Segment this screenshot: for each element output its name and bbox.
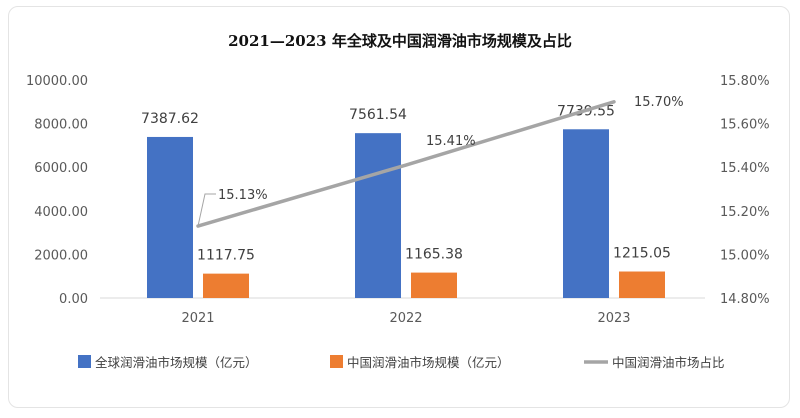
china-share-data-label: 15.13% [218, 188, 268, 203]
china-market-data-label: 1215.05 [613, 246, 671, 262]
right-axis-tick-label: 15.60% [720, 118, 770, 133]
global-market-data-label: 7561.54 [349, 107, 407, 123]
right-axis-tick-label: 15.20% [720, 205, 770, 220]
china-market-data-label: 1165.38 [405, 247, 463, 263]
china-share-leader-line [197, 193, 216, 227]
x-axis-category-label: 2021 [181, 311, 214, 326]
right-axis-tick-label: 14.80% [720, 292, 770, 307]
global-market-bar [563, 129, 609, 298]
x-axis-category-label: 2022 [389, 311, 422, 326]
left-axis-tick-label: 2000.00 [34, 248, 88, 263]
legend-label: 中国润滑油市场规模（亿元） [347, 355, 510, 370]
left-axis-tick-label: 6000.00 [34, 161, 88, 176]
china-market-bar [203, 273, 249, 298]
legend-swatch-global [78, 355, 91, 368]
right-axis-tick-label: 15.00% [720, 248, 770, 263]
china-share-data-label: 15.41% [426, 134, 476, 149]
china-market-data-label: 1117.75 [197, 248, 255, 264]
legend-label: 中国润滑油市场占比 [612, 355, 725, 370]
chart-title: 2021—2023 年全球及中国润滑油市场规模及占比 [228, 32, 572, 50]
left-axis-tick-label: 4000.00 [34, 205, 88, 220]
right-axis-tick-label: 15.40% [720, 161, 770, 176]
china-market-bar [619, 271, 665, 298]
global-market-data-label: 7387.62 [141, 111, 199, 127]
left-axis-tick-label: 0.00 [59, 292, 88, 307]
china-share-data-label: 15.70% [634, 95, 684, 110]
global-market-bar [355, 133, 401, 298]
china-share-line [196, 100, 616, 228]
china-market-bar [411, 272, 457, 298]
left-axis-tick-label: 10000.00 [26, 74, 88, 89]
left-axis-tick-label: 8000.00 [34, 118, 88, 133]
right-axis-tick-label: 15.80% [720, 74, 770, 89]
legend-swatch-china [330, 355, 343, 368]
global-market-bar [147, 136, 193, 298]
legend-label: 全球润滑油市场规模（亿元） [95, 355, 258, 370]
x-axis-category-label: 2023 [597, 311, 630, 326]
